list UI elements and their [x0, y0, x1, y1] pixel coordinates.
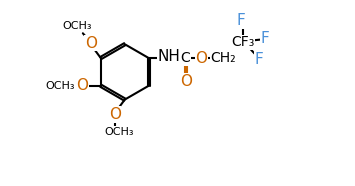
Text: F: F: [261, 31, 270, 46]
Text: O: O: [76, 78, 88, 93]
Text: OCH₃: OCH₃: [45, 81, 75, 91]
Text: OCH₃: OCH₃: [63, 21, 92, 31]
Text: F: F: [236, 13, 245, 28]
Text: NH: NH: [158, 49, 180, 64]
Text: F: F: [254, 52, 263, 67]
Text: O: O: [180, 73, 192, 89]
Text: OCH₃: OCH₃: [104, 127, 134, 137]
Text: C: C: [180, 51, 190, 65]
Text: O: O: [85, 36, 97, 51]
Text: CH₂: CH₂: [210, 51, 236, 65]
Text: O: O: [109, 107, 121, 122]
Text: O: O: [196, 51, 207, 65]
Text: CF₃: CF₃: [231, 35, 255, 49]
